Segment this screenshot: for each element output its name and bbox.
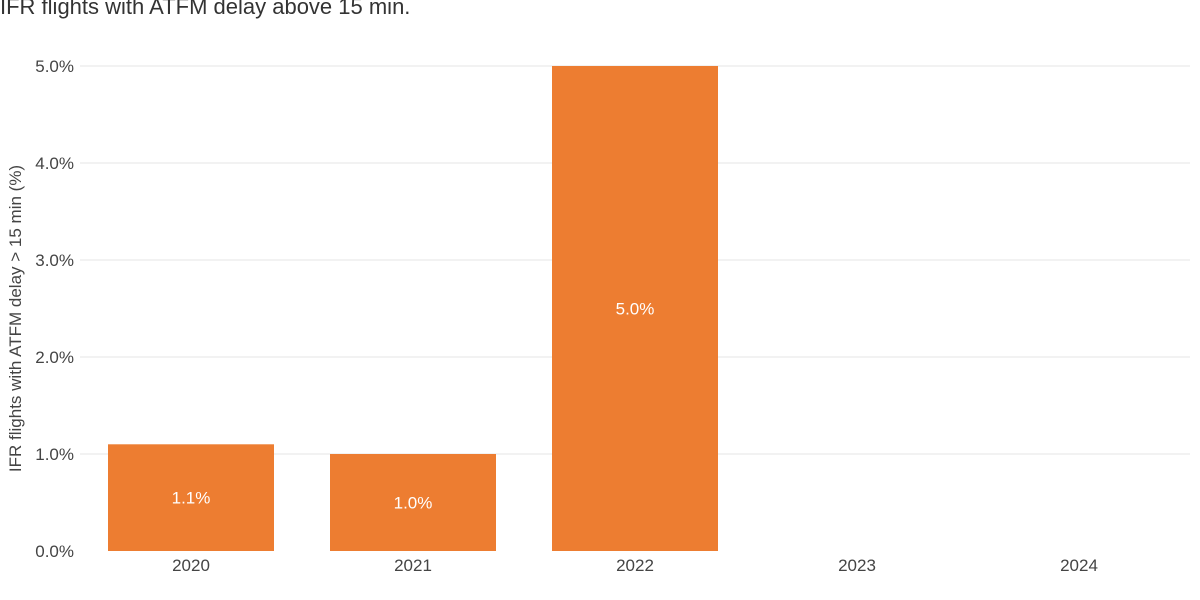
x-tick-label-2021: 2021 — [394, 556, 432, 575]
chart-title: IFR flights with ATFM delay above 15 min… — [0, 0, 411, 19]
y-tick-label: 5.0% — [35, 57, 74, 76]
bar-2021 — [330, 454, 496, 551]
x-tick-label-2020: 2020 — [172, 556, 210, 575]
y-axis-title: IFR flights with ATFM delay > 15 min (%) — [6, 165, 25, 472]
bar-2020 — [108, 444, 274, 551]
x-axis-ticks: 2020 2021 2022 2023 2024 — [172, 556, 1098, 575]
y-tick-label: 1.0% — [35, 445, 74, 464]
bar-2022 — [552, 66, 718, 551]
y-tick-label: 2.0% — [35, 348, 74, 367]
bars: 1.1% 1.0% 5.0% — [108, 66, 718, 551]
x-tick-label-2024: 2024 — [1060, 556, 1098, 575]
data-label-2021: 1.0% — [394, 494, 433, 513]
y-tick-label: 3.0% — [35, 251, 74, 270]
x-tick-label-2023: 2023 — [838, 556, 876, 575]
y-axis-ticks: 0.0% 1.0% 2.0% 3.0% 4.0% 5.0% — [35, 57, 74, 561]
x-tick-label-2022: 2022 — [616, 556, 654, 575]
data-label-2022: 5.0% — [616, 300, 655, 319]
y-tick-label: 4.0% — [35, 154, 74, 173]
y-tick-label: 0.0% — [35, 542, 74, 561]
data-label-2020: 1.1% — [172, 489, 211, 508]
